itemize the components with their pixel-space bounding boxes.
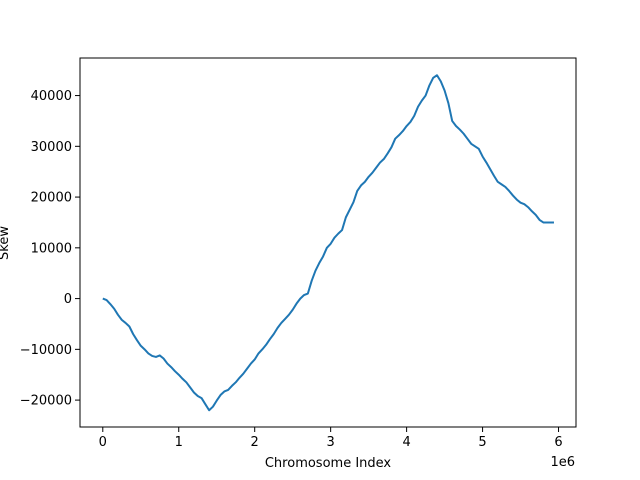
series-line-0 <box>102 74 554 412</box>
y-tick-label: 10000 <box>31 241 72 256</box>
x-tick-label: 0 <box>99 435 107 450</box>
x-tick-label: 5 <box>478 435 486 450</box>
x-offset-label: 1e6 <box>550 455 575 470</box>
axes-frame <box>79 57 577 428</box>
y-tick-label: 20000 <box>31 191 72 206</box>
x-tick-label: 3 <box>327 435 335 450</box>
x-tick-label: 2 <box>251 435 259 450</box>
x-axis-ticks: 0 1 2 3 4 5 6 <box>99 427 563 450</box>
y-axis-ticks: −20000 −10000 0 10000 20000 30000 40000 <box>20 89 80 409</box>
x-tick-label: 1 <box>175 435 183 450</box>
y-tick-label: 40000 <box>31 89 72 104</box>
x-tick-label: 6 <box>554 435 562 450</box>
y-tick-label: −20000 <box>20 394 72 409</box>
y-tick-label: 30000 <box>31 140 72 155</box>
y-tick-label: 0 <box>64 292 72 307</box>
plot-area <box>102 74 554 412</box>
x-tick-label: 4 <box>402 435 410 450</box>
y-axis-label: Skew <box>0 226 12 260</box>
y-tick-label: −10000 <box>20 343 72 358</box>
x-axis-label: Chromosome Index <box>265 456 392 471</box>
